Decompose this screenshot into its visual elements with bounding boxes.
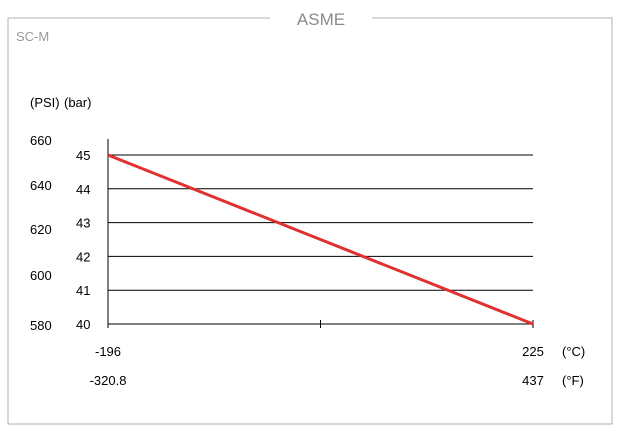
y-tick-bar-42: 42 [76,249,90,264]
y-tick-bar-40: 40 [76,317,90,332]
y-tick-bar-44: 44 [76,182,90,197]
y-tick-bar-45: 45 [76,148,90,163]
y-tick-psi-660: 660 [30,133,52,148]
x-unit-celsius: (°C) [562,344,585,359]
unit-label-psi: (PSI) [30,95,60,110]
x-tick-f-437: 437 [522,373,544,388]
panel-title: ASME [297,10,345,29]
y-tick-psi-600: 600 [30,268,52,283]
unit-label-bar: (bar) [64,95,91,110]
y-tick-psi-620: 620 [30,222,52,237]
x-tick-f--320.8: -320.8 [90,373,127,388]
y-tick-psi-580: 580 [30,318,52,333]
x-unit-fahrenheit: (°F) [562,373,584,388]
panel-frame [7,17,613,425]
series-group [107,153,534,326]
x-tick-c-225: 225 [522,344,544,359]
series-line-0 [107,153,534,326]
axes [107,139,534,328]
y-tick-bar-43: 43 [76,216,90,231]
tick-labels: 45 44 43 42 41 40 660 640 620 600 580 -196 225 -320.8… [30,133,585,388]
panel-label: SC-M [16,29,49,44]
y-tick-bar-41: 41 [76,283,90,298]
x-tick-c--196: -196 [95,344,121,359]
y-tick-psi-640: 640 [30,178,52,193]
grid-lines [108,154,533,291]
